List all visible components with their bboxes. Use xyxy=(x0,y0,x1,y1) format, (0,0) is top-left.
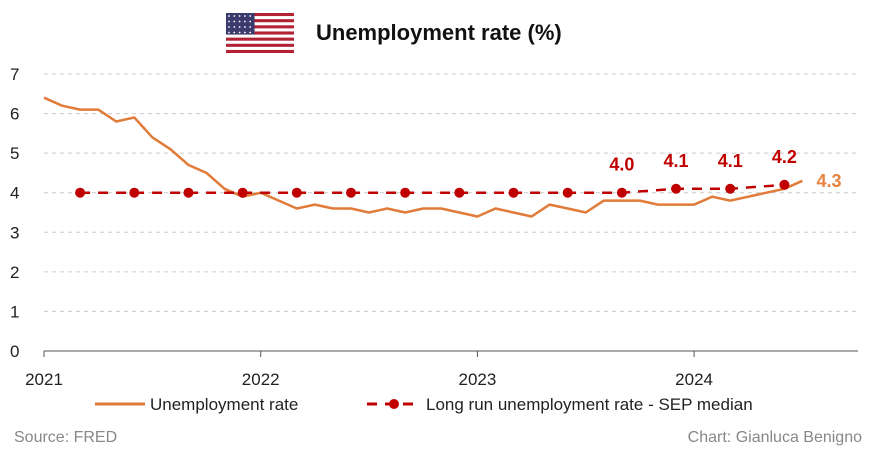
y-tick-label: 6 xyxy=(10,105,19,124)
flag-star xyxy=(249,26,252,28)
x-tick-label: 2022 xyxy=(242,370,280,389)
sep-point-label: 4.0 xyxy=(609,155,634,175)
flag-star xyxy=(228,26,230,28)
y-axis-ticks: 0 1 2 3 4 5 6 7 xyxy=(10,65,19,361)
x-axis: 2021 2022 2023 2024 xyxy=(25,350,858,389)
flag-stripe xyxy=(226,31,294,35)
us-flag-icon xyxy=(226,13,294,53)
x-tick-label: 2021 xyxy=(25,370,63,389)
flag-star xyxy=(249,15,252,17)
sep-median-point xyxy=(400,187,411,198)
flag-star xyxy=(244,20,246,23)
flag-star xyxy=(233,15,236,17)
flag-star xyxy=(228,20,230,23)
sep-median-point xyxy=(183,187,194,198)
y-tick-label: 5 xyxy=(10,144,19,163)
flag-stripe xyxy=(226,43,294,47)
flag-star xyxy=(238,15,241,17)
sep-point-label: 4.1 xyxy=(718,151,743,171)
flag-stripe xyxy=(226,49,294,53)
legend-unemployment-label: Unemployment rate xyxy=(150,395,298,414)
sep-median-point xyxy=(779,179,790,190)
flag-star xyxy=(233,20,236,23)
sep-median-point xyxy=(75,187,86,198)
legend: Unemployment rate Long run unemployment … xyxy=(95,395,753,414)
x-tick-label: 2024 xyxy=(675,370,713,389)
flag-star xyxy=(244,15,246,17)
sep-point-label: 4.1 xyxy=(664,151,689,171)
sep-median-point xyxy=(345,187,356,198)
sep-median-point xyxy=(508,187,519,198)
flag-star xyxy=(233,31,236,34)
sep-median-point xyxy=(237,187,248,198)
chart-title: Unemployment rate (%) xyxy=(316,20,562,45)
sep-median-point xyxy=(129,187,140,198)
flag-stripe xyxy=(226,37,294,41)
y-tick-label: 3 xyxy=(10,223,19,242)
legend-sep-label: Long run unemployment rate - SEP median xyxy=(426,395,753,414)
flag-star xyxy=(238,26,241,28)
flag-star xyxy=(228,31,230,34)
flag-star xyxy=(244,26,246,28)
flag-star xyxy=(233,26,236,28)
x-tick-label: 2023 xyxy=(458,370,496,389)
credit-note: Chart: Gianluca Benigno xyxy=(688,429,862,446)
flag-star xyxy=(228,15,230,17)
sep-median-point xyxy=(725,183,736,194)
sep-median-point xyxy=(616,187,627,198)
flag-stripe xyxy=(226,13,294,17)
flag-canton xyxy=(226,13,255,35)
series-layer xyxy=(43,96,803,218)
source-note: Source: FRED xyxy=(14,429,117,446)
data-labels: 4.0 4.1 4.1 4.2 4.3 xyxy=(609,147,841,191)
sep-median-point xyxy=(671,183,682,194)
unemployment-rate-line xyxy=(43,96,803,218)
flag-stripe xyxy=(226,25,294,29)
gridlines xyxy=(44,73,858,312)
flag-star xyxy=(238,20,241,23)
flag-star xyxy=(244,31,246,34)
flag-star xyxy=(249,20,252,23)
y-tick-label: 7 xyxy=(10,65,19,84)
flag-star xyxy=(249,31,252,34)
y-tick-label: 0 xyxy=(10,342,19,361)
unemployment-end-label: 4.3 xyxy=(816,171,841,191)
flag-star xyxy=(238,31,241,34)
sep-median-point xyxy=(562,187,573,198)
flag-stripe xyxy=(226,19,294,23)
sep-point-label: 4.2 xyxy=(772,147,797,167)
y-tick-label: 4 xyxy=(10,184,19,203)
sep-median-point xyxy=(291,187,302,198)
sep-median-line xyxy=(80,183,785,194)
sep-median-point xyxy=(454,187,465,198)
legend-sep-marker xyxy=(389,399,399,409)
y-tick-label: 1 xyxy=(10,302,19,321)
y-tick-label: 2 xyxy=(10,263,19,282)
